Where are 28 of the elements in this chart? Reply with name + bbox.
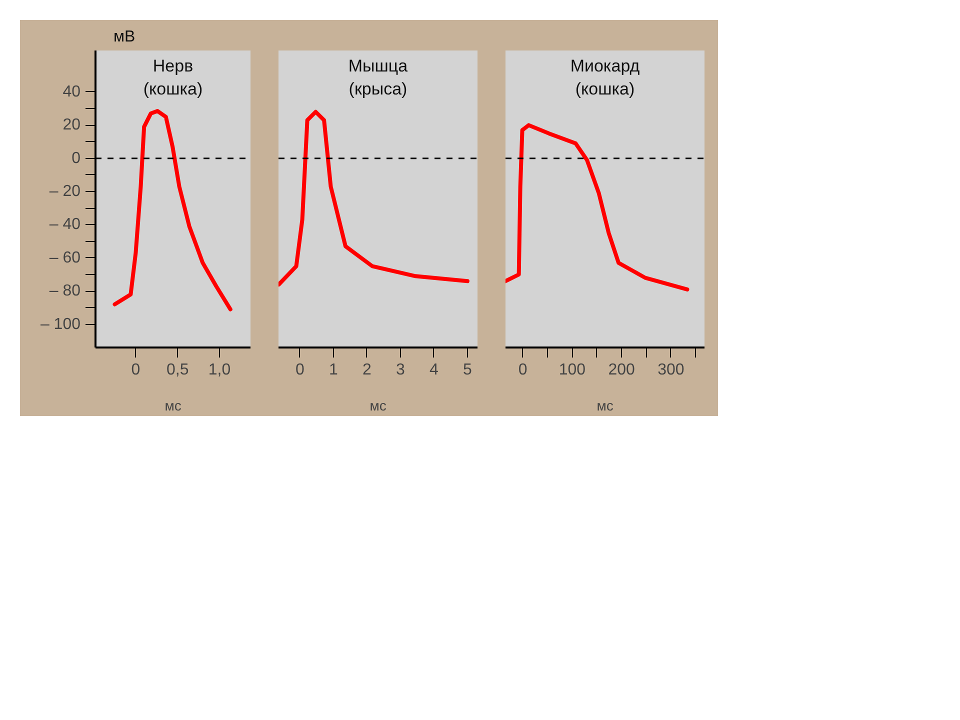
y-tick-label: – 20 bbox=[49, 183, 81, 200]
x-tick-label: 0 bbox=[295, 362, 304, 378]
x-tick-label: 100 bbox=[558, 362, 586, 378]
text: Нерв (кошка) bbox=[143, 56, 203, 98]
y-axis-title: мВ bbox=[114, 28, 136, 46]
x-axis-title: мс bbox=[164, 398, 182, 414]
x-tick-label: 0,5 bbox=[166, 362, 189, 378]
y-tick-label: – 80 bbox=[49, 282, 81, 300]
y-tick-label: – 60 bbox=[49, 249, 81, 266]
x-tick-label: 0 bbox=[518, 362, 528, 378]
x-tick-label: 3 bbox=[396, 362, 405, 378]
x-tick-label: 200 bbox=[608, 362, 635, 378]
y-tick-label: – 100 bbox=[40, 316, 81, 333]
y-tick-label: 0 bbox=[72, 150, 81, 167]
y-tick-label: – 40 bbox=[49, 216, 81, 234]
y-tick-label: 40 bbox=[62, 83, 81, 100]
text: Мышца (крыса) bbox=[348, 56, 408, 98]
x-tick-label: 0 bbox=[131, 362, 140, 378]
x-tick-label: 300 bbox=[658, 362, 684, 378]
x-tick-label: 4 bbox=[430, 362, 438, 378]
y-tick-label: 20 bbox=[62, 116, 81, 134]
x-tick-label: 5 bbox=[463, 362, 472, 378]
x-tick-label: 1 bbox=[328, 362, 338, 378]
x-axis-title: мс bbox=[596, 398, 614, 414]
text: Миокард (кошка) bbox=[570, 56, 640, 98]
x-axis-title: мс bbox=[370, 398, 386, 414]
x-tick-label: 2 bbox=[362, 362, 372, 378]
x-tick-label: 1,0 bbox=[208, 362, 231, 378]
